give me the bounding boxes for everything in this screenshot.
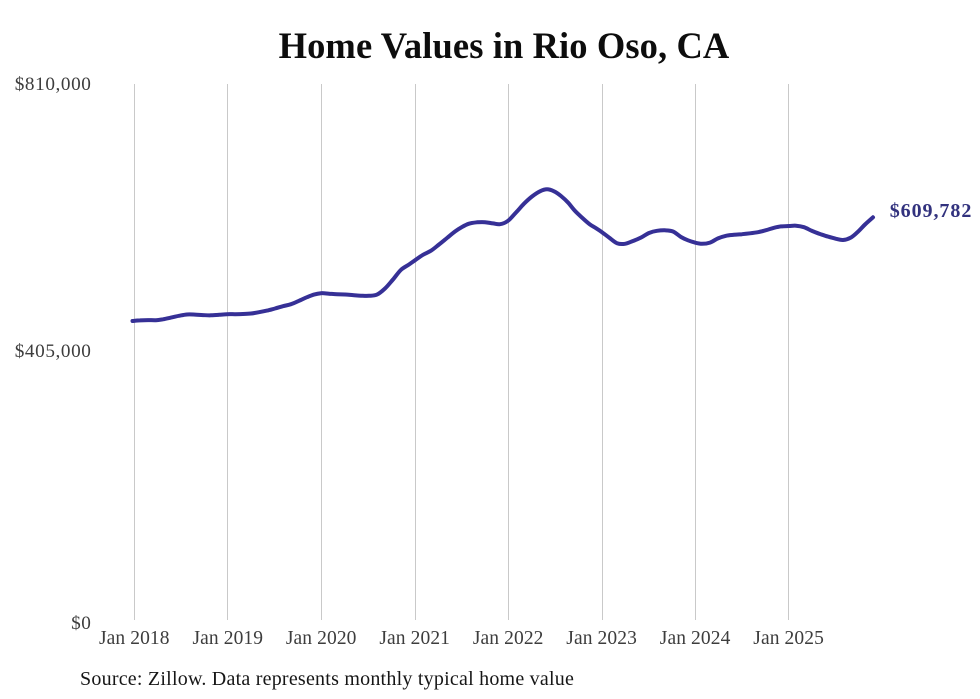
- svg-text:Jan 2021: Jan 2021: [379, 628, 450, 649]
- svg-text:$609,782: $609,782: [890, 200, 973, 222]
- svg-text:$405,000: $405,000: [15, 341, 92, 362]
- svg-text:Jan 2020: Jan 2020: [286, 628, 357, 649]
- svg-text:$810,000: $810,000: [15, 74, 92, 95]
- svg-text:Home Values in Rio Oso, CA: Home Values in Rio Oso, CA: [279, 25, 730, 66]
- svg-text:Source: Zillow. Data represent: Source: Zillow. Data represents monthly …: [80, 668, 574, 690]
- svg-text:Jan 2022: Jan 2022: [473, 628, 544, 649]
- svg-text:Jan 2018: Jan 2018: [99, 628, 170, 649]
- svg-text:Jan 2023: Jan 2023: [566, 628, 637, 649]
- svg-text:Jan 2024: Jan 2024: [660, 628, 731, 649]
- svg-text:Jan 2025: Jan 2025: [753, 628, 824, 649]
- svg-text:Jan 2019: Jan 2019: [192, 628, 263, 649]
- svg-text:$0: $0: [71, 613, 91, 634]
